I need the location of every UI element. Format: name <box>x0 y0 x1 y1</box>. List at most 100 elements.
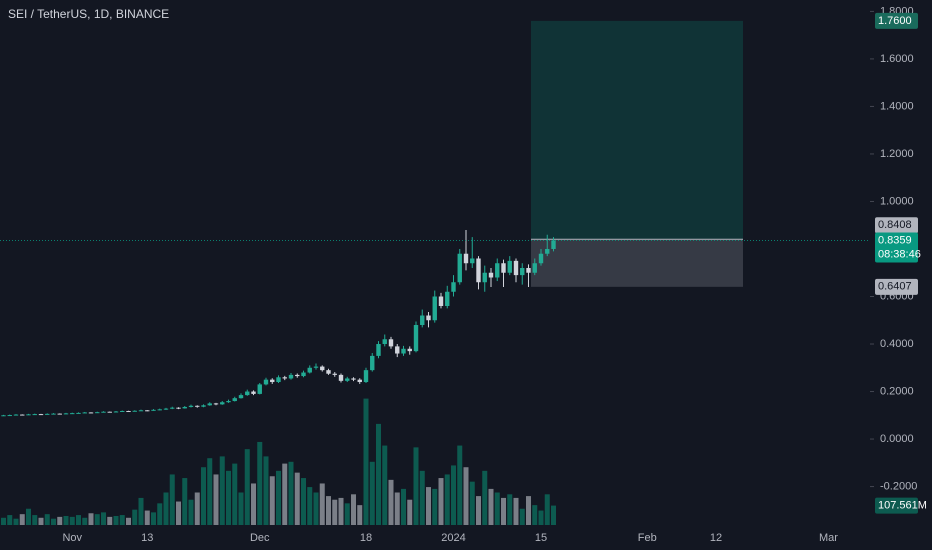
volume-bar <box>532 505 538 525</box>
volume-bar <box>463 467 469 525</box>
volume-bar <box>169 474 175 525</box>
chart-title: SEI / TetherUS, 1D, BINANCE <box>8 7 169 21</box>
candle-body <box>401 348 406 354</box>
y-tick-label: 0.2000 <box>880 385 914 397</box>
x-tick-label: 15 <box>535 532 547 544</box>
position-target-zone <box>531 20 743 240</box>
volume-bar <box>513 497 519 525</box>
volume-bar <box>344 503 350 525</box>
candle-body <box>463 253 469 264</box>
candle-body <box>457 253 462 283</box>
candle-body <box>426 315 431 321</box>
stop-label: 0.6407 <box>878 281 912 293</box>
volume-bar <box>88 513 94 525</box>
volume-bar <box>332 499 338 525</box>
volume-bar <box>7 515 13 525</box>
y-tick-label: 1.8000 <box>880 5 914 17</box>
countdown: 08:38:46 <box>878 248 921 260</box>
candle-body <box>132 410 137 412</box>
volume-bar <box>544 494 550 525</box>
volume-bar <box>207 458 213 525</box>
volume-bar <box>301 478 306 525</box>
volume-bar <box>507 494 513 525</box>
candle-body <box>182 406 187 409</box>
candle-body <box>413 325 419 352</box>
candle-body <box>476 258 481 283</box>
volume-bar <box>307 487 313 525</box>
volume-bar <box>313 492 319 525</box>
candle-body <box>363 370 369 383</box>
y-tick-label: -0.2000 <box>880 480 917 492</box>
candle-body <box>120 411 125 413</box>
candle-body <box>32 414 37 416</box>
volume-bar <box>138 497 144 525</box>
volume-bar <box>401 488 406 525</box>
volume-bar <box>44 514 50 525</box>
volume-bar <box>1 517 6 525</box>
volume-bar <box>469 481 475 525</box>
candle-body <box>276 377 281 383</box>
volume-bar <box>101 512 106 525</box>
candle-body <box>245 391 250 396</box>
candle-body <box>507 260 512 273</box>
candle-body <box>207 403 212 406</box>
volume-bar <box>69 516 75 525</box>
entry-label-box <box>875 217 918 234</box>
volume-bar <box>107 516 113 525</box>
candle-body <box>395 346 400 354</box>
volume-bar <box>319 483 325 525</box>
x-tick-label: 18 <box>360 532 372 544</box>
x-tick-label: 2024 <box>441 532 465 544</box>
candle-body <box>351 378 356 380</box>
stop-label-box <box>875 278 918 295</box>
volume-bar <box>32 515 38 525</box>
candle-body <box>201 405 206 407</box>
y-tick-label: 1.0000 <box>880 195 914 207</box>
y-tick-label: 0.4000 <box>880 338 914 350</box>
candle-body <box>238 395 244 399</box>
volume-bar <box>63 515 69 525</box>
candle-body <box>76 412 81 414</box>
candle-body <box>532 263 537 273</box>
candle-body <box>420 315 425 326</box>
candle-body <box>551 240 556 249</box>
volume-bar <box>494 492 500 525</box>
volume-bar <box>444 474 450 525</box>
candle-body <box>295 374 300 377</box>
candle-body <box>113 411 119 413</box>
candle-body <box>220 402 225 405</box>
candle-body <box>213 403 219 405</box>
volume-bar <box>51 518 56 525</box>
volume-bar <box>294 472 300 525</box>
candle-body <box>370 355 375 371</box>
candle-body <box>382 339 387 345</box>
volume-bar <box>413 447 419 525</box>
entry-label: 0.8408 <box>878 219 912 231</box>
volume-bar <box>438 478 444 525</box>
candle-body <box>376 344 381 356</box>
candle-body <box>313 366 319 368</box>
candle-body <box>432 296 437 321</box>
volume-bar <box>451 465 456 525</box>
volume-bar <box>363 398 369 525</box>
candle-body <box>63 413 69 415</box>
volume-bar <box>519 508 525 525</box>
candle-body <box>51 413 56 415</box>
volume-bar <box>288 461 294 525</box>
y-tick-label: 1.2000 <box>880 148 914 160</box>
volume-bar <box>457 445 463 525</box>
candle-body <box>107 411 112 413</box>
last-price-label-box <box>875 232 918 263</box>
volume-bar <box>276 470 281 525</box>
volume-bar <box>163 492 169 525</box>
candle-body <box>13 414 19 416</box>
candle-body <box>388 339 394 347</box>
volume-bar <box>551 505 556 525</box>
candle-body <box>232 398 237 402</box>
target-label: 1.7600 <box>878 15 912 27</box>
candle-body <box>513 260 519 276</box>
candle-body <box>138 410 144 412</box>
volume-bar <box>119 515 125 525</box>
volume-bar <box>388 479 394 525</box>
candle-body <box>301 372 306 377</box>
